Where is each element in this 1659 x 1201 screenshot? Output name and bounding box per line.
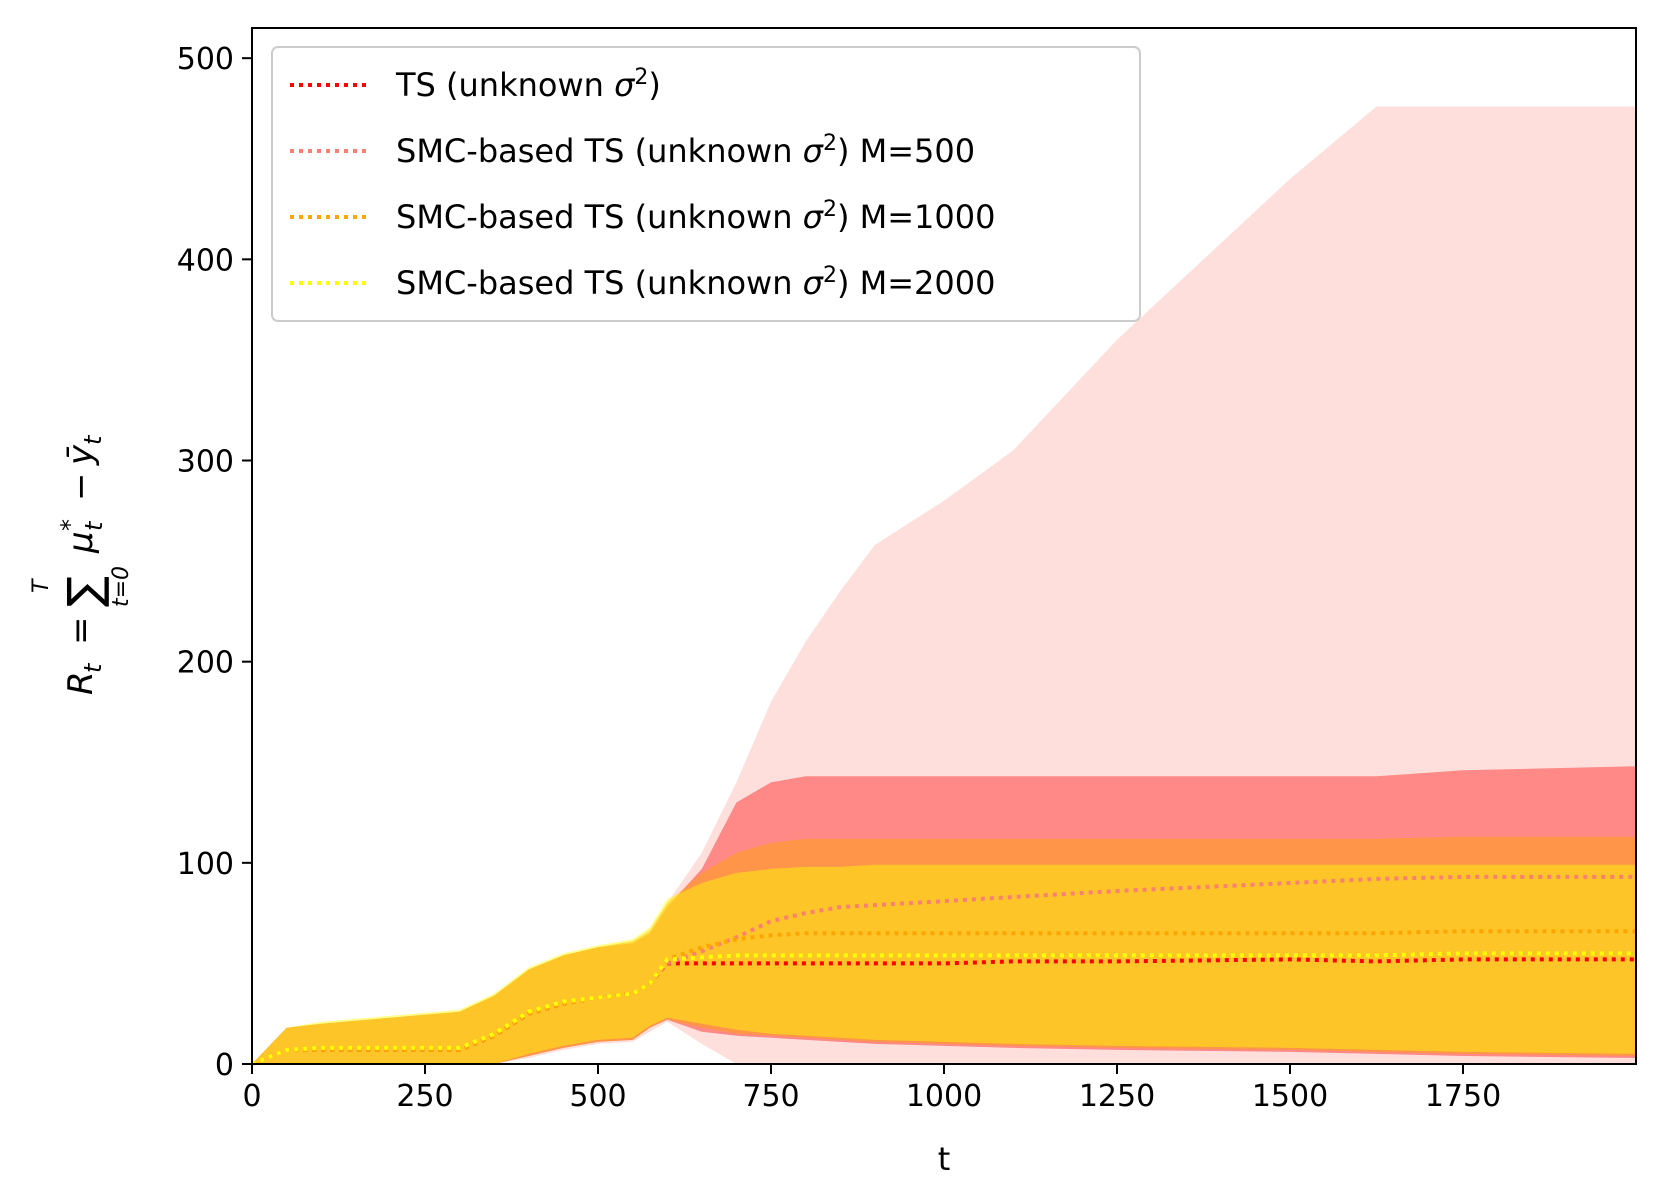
ylabel-mu-sub: t <box>80 520 108 531</box>
x-tick-label: 1750 <box>1425 1079 1501 1114</box>
x-tick-label: 0 <box>242 1079 261 1114</box>
x-axis-ticks: 0 250 500 750 1000 1250 1500 1750 <box>242 1064 1501 1114</box>
y-tick-label: 300 <box>177 445 234 480</box>
ylabel-lhs-sub: t <box>79 662 107 673</box>
y-tick-label: 500 <box>177 42 234 77</box>
ylabel-mu-sup: * <box>56 519 84 531</box>
legend: TS (unknown σ2) SMC-based TS (unknown σ2)… <box>271 46 1141 322</box>
legend-entry: SMC-based TS (unknown σ2) M=1000 <box>396 197 995 236</box>
ylabel-y-sub: t <box>79 434 107 445</box>
y-axis-ticks: 0 100 200 300 400 500 <box>177 42 252 1083</box>
x-tick-label: 250 <box>396 1079 453 1114</box>
x-axis-label: t <box>938 1140 951 1178</box>
ylabel-sum-upper: T <box>29 578 54 593</box>
legend-entry: SMC-based TS (unknown σ2) M=500 <box>396 131 975 170</box>
band-smc-based-ts-unknown-m-500 <box>252 106 1636 1064</box>
x-tick-label: 1000 <box>906 1079 982 1114</box>
band-smc-based-ts-unknown-m-2000 <box>252 864 1636 1064</box>
mean-lines <box>251 874 1636 1066</box>
ylabel-lhs: R <box>61 671 101 695</box>
legend-box <box>271 46 1141 322</box>
legend-entry: SMC-based TS (unknown σ2) M=2000 <box>396 263 995 302</box>
line-smc-based-ts-unknown-m-2000 <box>251 951 1636 1066</box>
y-tick-label: 400 <box>177 243 234 278</box>
ylabel-mu: μ <box>61 531 101 554</box>
ylabel-minus: − <box>61 473 101 502</box>
y-tick-label: 0 <box>215 1048 234 1083</box>
x-tick-label: 750 <box>742 1079 799 1114</box>
legend-entry: TS (unknown σ2) <box>395 65 661 104</box>
x-tick-label: 1500 <box>1252 1079 1328 1114</box>
band-ts-unknown <box>252 766 1636 1064</box>
ylabel-sum: ∑ <box>57 576 111 607</box>
x-tick-label: 500 <box>569 1079 626 1114</box>
y-tick-label: 200 <box>177 646 234 681</box>
band-smc-based-ts-unknown-m-1000 <box>252 836 1636 1064</box>
ylabel-sum-lower: t=0 <box>109 566 134 607</box>
y-tick-label: 100 <box>177 847 234 882</box>
x-tick-label: 1250 <box>1079 1079 1155 1114</box>
confidence-bands <box>252 106 1636 1064</box>
ylabel-equals: = <box>61 617 101 646</box>
ylabel-y: ȳ <box>61 444 101 466</box>
y-axis-label: R t = ∑ T t=0 μ * t − ȳ t <box>29 434 134 695</box>
